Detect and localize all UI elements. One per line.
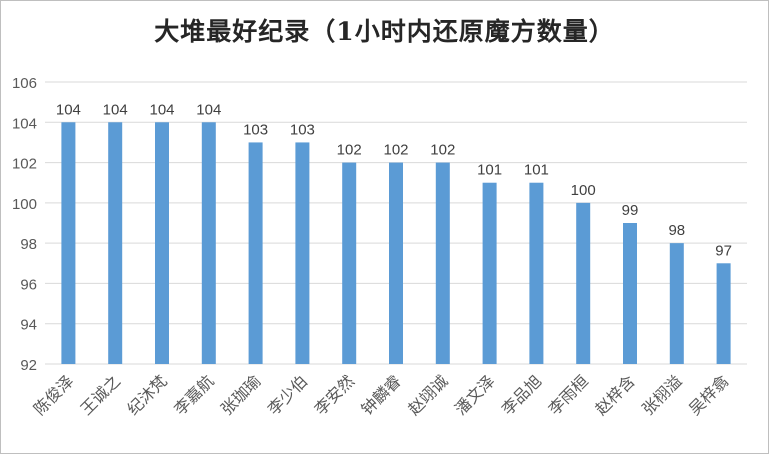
bar — [482, 182, 497, 364]
bar — [576, 202, 591, 364]
bar — [389, 162, 403, 364]
x-tick-label: 钟麟睿 — [358, 372, 405, 419]
x-tick-label: 赵翊诚 — [405, 372, 452, 419]
x-axis-ticks: 陈俊泽 王诚之 纪沐梵 李嘉航 张珈瑜 李少伯 李安然 钟麟睿 赵翊诚 潘文泽 李品旭 李雨桓 赵梓含张… — [31, 372, 733, 419]
y-tick-label: 94 — [20, 317, 37, 334]
bar — [623, 223, 637, 364]
bar — [342, 162, 357, 364]
y-tick-label: 102 — [12, 156, 37, 173]
x-tick-label: 李安然 — [311, 372, 358, 419]
y-axis-ticks: 92 94 96 98 100 102 104 106 — [12, 75, 37, 374]
chart-title: 大堆最好纪录（1小时内还原魔方数量） — [154, 17, 615, 46]
x-tick-label: 潘文泽 — [452, 372, 499, 419]
bar — [248, 142, 263, 364]
data-label: 99 — [622, 202, 639, 219]
x-tick-label: 李品旭 — [499, 372, 546, 419]
data-label: 97 — [715, 242, 732, 259]
bar — [155, 122, 169, 365]
x-tick-label: 张珈瑜 — [218, 372, 265, 419]
data-label: 101 — [524, 162, 549, 179]
bar — [201, 122, 216, 365]
data-label: 102 — [337, 142, 362, 159]
bar — [435, 162, 450, 364]
x-tick-label: 纪沐梵 — [124, 372, 171, 419]
data-label: 102 — [430, 142, 455, 159]
bar — [716, 263, 731, 364]
y-tick-label: 104 — [12, 115, 37, 132]
x-tick-label: 李雨桓 — [545, 372, 592, 419]
y-tick-label: 100 — [12, 196, 37, 213]
data-labels: 104 104 104 104 103 103 102 102 102 101 101 100 99 98… — [56, 101, 732, 259]
data-label: 104 — [103, 101, 128, 118]
data-label: 103 — [290, 121, 315, 138]
bar — [295, 142, 310, 364]
x-tick-label: 吴梓翕 — [686, 372, 733, 419]
x-tick-label: 李少伯 — [265, 372, 312, 419]
y-tick-label: 106 — [12, 75, 37, 92]
x-tick-label: 赵梓含 — [592, 372, 639, 419]
bars — [61, 122, 731, 365]
bar — [669, 243, 684, 364]
y-tick-label: 96 — [20, 276, 37, 293]
x-tick-label: 陈俊泽 — [31, 372, 78, 419]
data-label: 102 — [383, 142, 408, 159]
data-label: 104 — [56, 101, 81, 118]
x-tick-label: 李嘉航 — [171, 372, 218, 419]
data-label: 98 — [668, 222, 685, 239]
data-label: 104 — [149, 101, 174, 118]
y-tick-label: 92 — [20, 357, 37, 374]
data-label: 100 — [571, 182, 596, 199]
data-label: 104 — [196, 101, 221, 118]
x-tick-label: 张栩溢 — [639, 372, 686, 419]
y-tick-label: 98 — [20, 236, 37, 253]
x-tick-label: 王诚之 — [77, 372, 124, 419]
bar — [529, 182, 544, 364]
bar — [108, 122, 123, 365]
data-label: 101 — [477, 162, 502, 179]
data-label: 103 — [243, 121, 268, 138]
bar — [61, 122, 76, 365]
